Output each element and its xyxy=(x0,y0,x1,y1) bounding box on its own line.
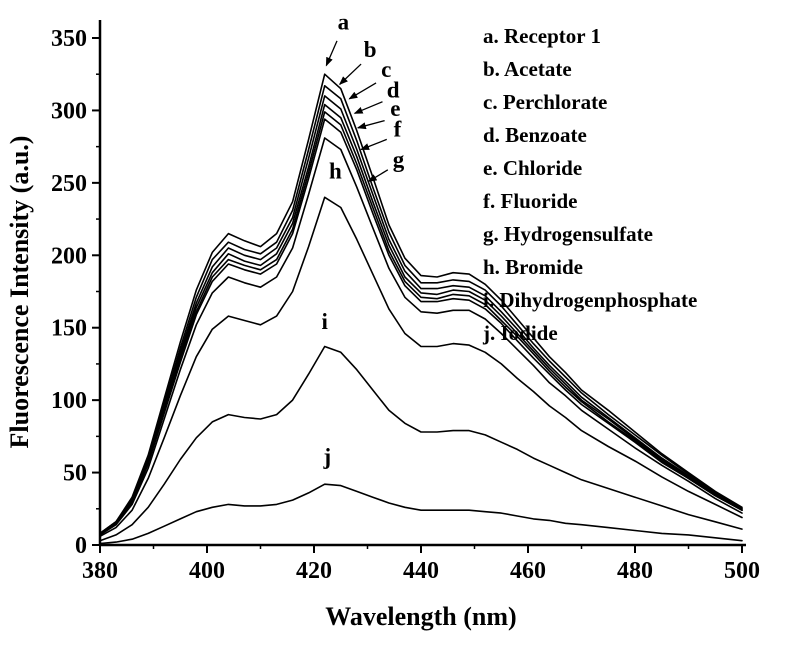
annotation-letter-h: h xyxy=(329,159,342,184)
curve-i xyxy=(99,345,743,542)
y-tick-label: 200 xyxy=(51,243,87,269)
annotation-letter-d: d xyxy=(387,77,400,102)
x-tick-label: 460 xyxy=(510,558,546,584)
y-tick-label: 250 xyxy=(51,171,87,197)
y-axis-label: Fluorescence Intensity (a.u.) xyxy=(5,136,34,449)
x-tick-label: 500 xyxy=(724,558,760,584)
annotation-arrow-c xyxy=(348,82,377,100)
curve-c xyxy=(99,95,743,535)
curve-j xyxy=(99,483,743,545)
annotation-arrow-g xyxy=(367,169,389,182)
y-tick-label: 150 xyxy=(51,316,87,342)
annotation-arrow-e xyxy=(356,119,385,130)
x-tick-label: 480 xyxy=(617,558,653,584)
axis-ticks xyxy=(92,37,743,553)
curve-a xyxy=(99,73,743,535)
annotation-arrow-a xyxy=(325,40,338,67)
axis-tick-labels: 380 400 420 440 460 480 500 0 50 100 150 200 250 300 3… xyxy=(51,26,760,584)
curve-h xyxy=(99,196,743,538)
y-tick-label: 300 xyxy=(51,98,87,124)
x-tick-label: 380 xyxy=(82,558,118,584)
annotation-letter-a: a xyxy=(338,9,350,34)
annotation-letter-b: b xyxy=(364,37,377,62)
x-tick-label: 400 xyxy=(189,558,225,584)
curve-d xyxy=(99,103,743,535)
annotation-letter-c: c xyxy=(381,57,391,82)
annotation-letter-i: i xyxy=(322,309,329,334)
y-tick-label: 350 xyxy=(51,26,87,52)
y-tick-label: 0 xyxy=(75,533,87,559)
annotation-arrow-d xyxy=(353,101,383,114)
annotation-arrow-f xyxy=(360,138,387,151)
x-tick-label: 420 xyxy=(296,558,332,584)
x-tick-label: 440 xyxy=(403,558,439,584)
annotation-arrow-b xyxy=(338,63,362,86)
x-axis-label: Wavelength (nm) xyxy=(325,602,516,631)
annotation-letter-g: g xyxy=(393,147,405,172)
curve-f xyxy=(99,118,743,536)
annotation-letter-f: f xyxy=(394,117,402,142)
y-tick-label: 50 xyxy=(63,461,87,487)
axes xyxy=(98,20,746,547)
spectra-curves xyxy=(99,73,743,545)
curve-e xyxy=(99,111,743,536)
annotation-letter-e: e xyxy=(390,96,400,121)
curve-g xyxy=(99,137,743,536)
curve-b xyxy=(99,85,743,535)
annotation-letter-j: j xyxy=(323,444,332,469)
y-tick-label: 100 xyxy=(51,388,87,414)
